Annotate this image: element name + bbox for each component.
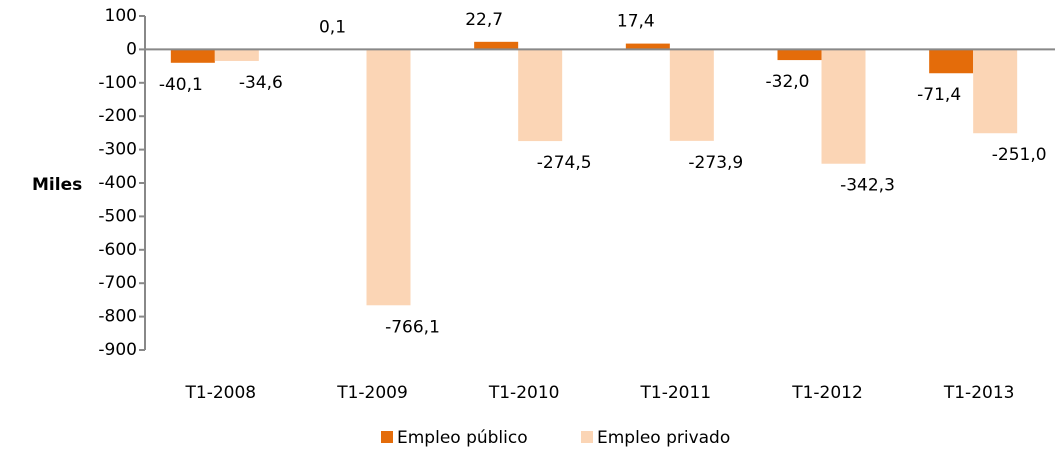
x-tick-label: T1-2013 bbox=[943, 383, 1015, 403]
bar bbox=[929, 49, 974, 74]
bar bbox=[214, 49, 259, 61]
bar bbox=[518, 49, 563, 142]
y-tick-label: -600 bbox=[98, 240, 137, 260]
y-tick-label: 0 bbox=[126, 39, 137, 59]
y-tick-label: -900 bbox=[98, 340, 137, 360]
y-tick-label: -500 bbox=[98, 206, 137, 226]
legend-swatch bbox=[381, 431, 393, 443]
value-label: 17,4 bbox=[617, 12, 655, 32]
y-tick-label: 100 bbox=[105, 6, 137, 26]
bar bbox=[366, 49, 411, 306]
y-tick-label: -800 bbox=[98, 307, 137, 327]
bar bbox=[973, 49, 1018, 134]
value-label: -273,9 bbox=[688, 153, 743, 173]
legend-swatch bbox=[581, 431, 593, 443]
value-label: -40,1 bbox=[159, 75, 203, 95]
value-label: 22,7 bbox=[465, 10, 503, 30]
x-tick-label: T1-2011 bbox=[640, 383, 712, 403]
y-tick-label: -300 bbox=[98, 140, 137, 160]
bar bbox=[474, 41, 519, 50]
value-label: -32,0 bbox=[766, 72, 810, 92]
legend-label: Empleo privado bbox=[597, 428, 730, 448]
value-label: -274,5 bbox=[537, 153, 592, 173]
bar bbox=[170, 49, 215, 63]
y-tick-label: -400 bbox=[98, 173, 137, 193]
bar bbox=[777, 49, 822, 61]
y-tick-label: -200 bbox=[98, 106, 137, 126]
y-tick-label: -100 bbox=[98, 73, 137, 93]
value-label: 0,1 bbox=[319, 17, 346, 37]
x-tick-label: T1-2009 bbox=[336, 383, 408, 403]
value-label: -34,6 bbox=[239, 73, 283, 93]
value-label: -766,1 bbox=[385, 317, 440, 337]
bar bbox=[625, 43, 670, 50]
y-tick-label: -700 bbox=[98, 273, 137, 293]
y-axis-label: Miles bbox=[32, 175, 82, 195]
bar bbox=[669, 49, 714, 141]
x-tick-label: T1-2012 bbox=[791, 383, 863, 403]
value-label: -251,0 bbox=[992, 145, 1047, 165]
legend-label: Empleo público bbox=[397, 428, 528, 448]
bar bbox=[821, 49, 866, 164]
value-label: -71,4 bbox=[917, 85, 961, 105]
x-tick-label: T1-2010 bbox=[488, 383, 560, 403]
x-tick-label: T1-2008 bbox=[185, 383, 257, 403]
value-label: -342,3 bbox=[840, 176, 895, 196]
